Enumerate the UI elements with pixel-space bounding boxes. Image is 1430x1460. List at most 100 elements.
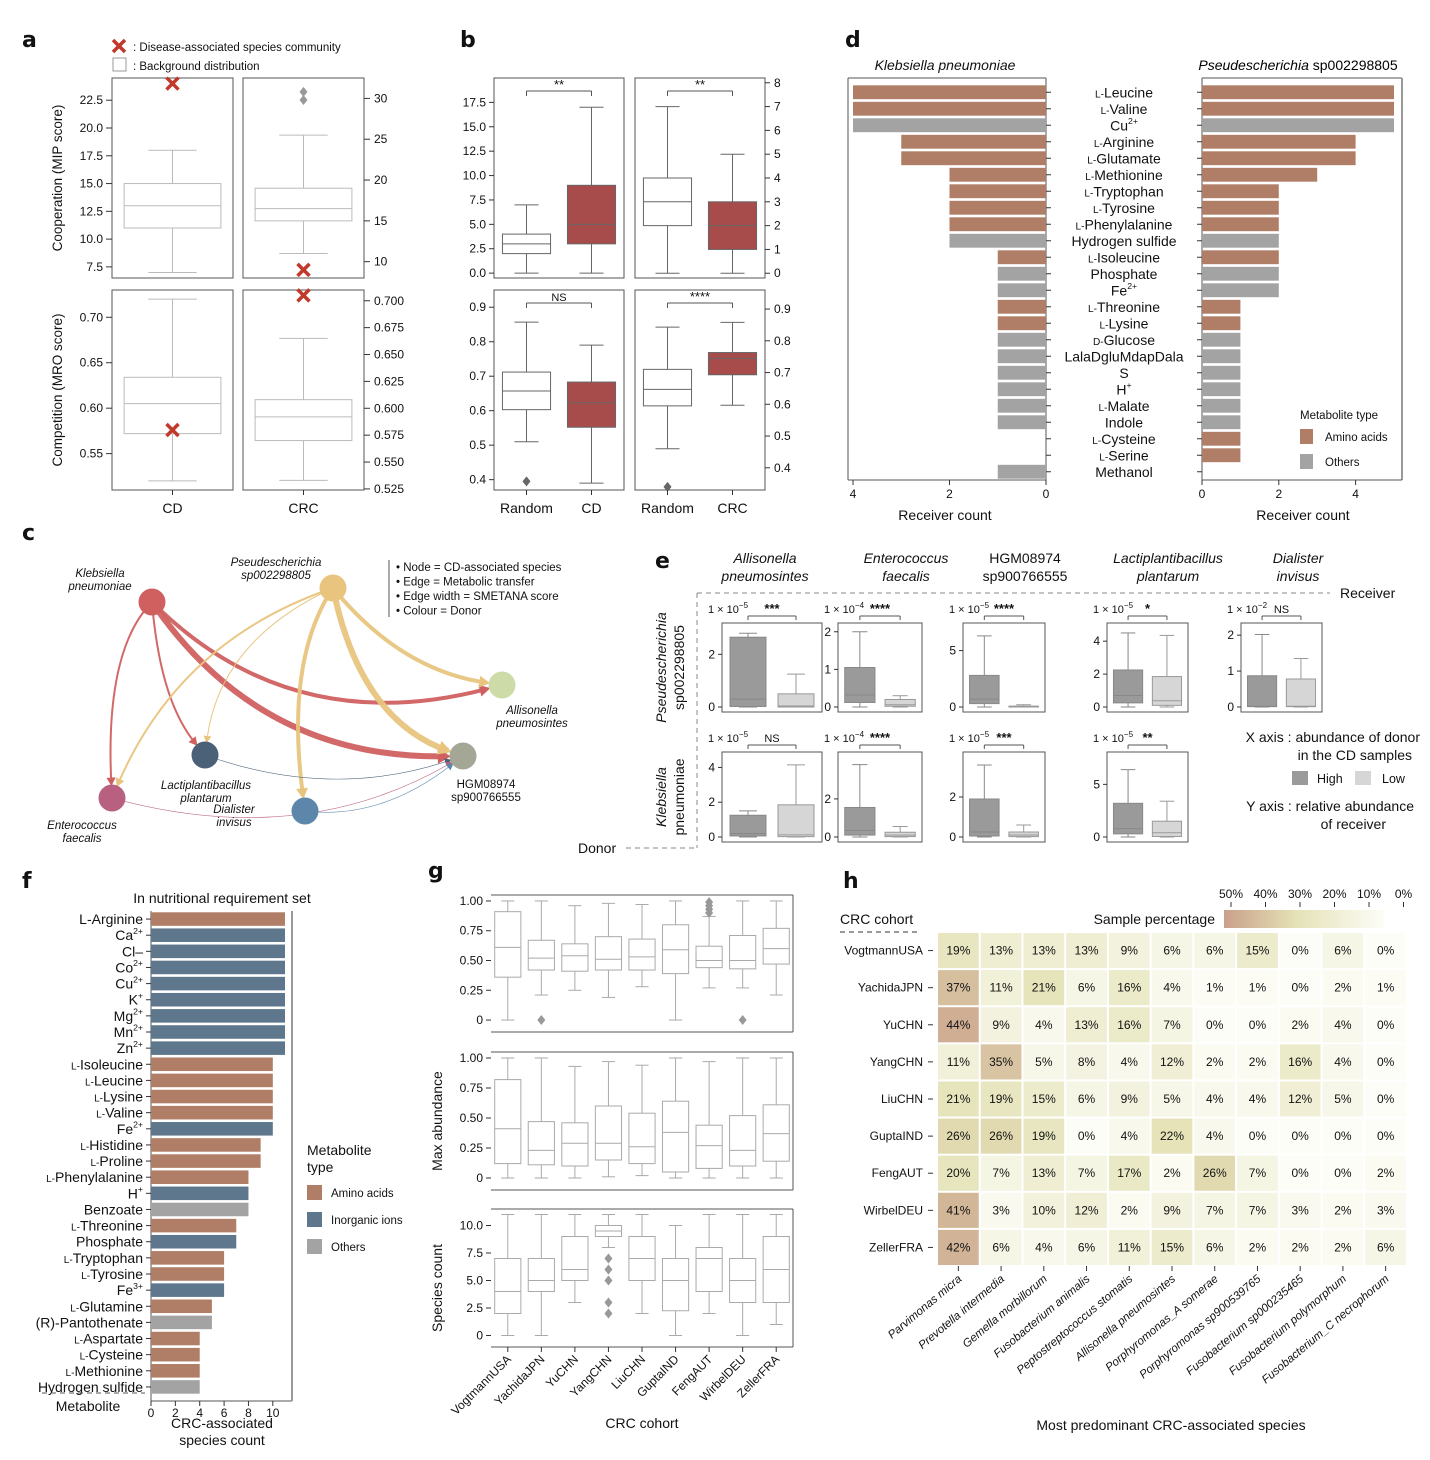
y-tick-label-right: 15 [374,214,388,228]
bar-right-serine [1202,448,1241,463]
legend-swatch-ions [307,1212,322,1227]
heatmap-cell-value: 7% [992,1166,1010,1180]
heatmap-row-label: FengAUT [872,1166,924,1180]
bar-right-h [1202,382,1241,397]
legend-label-disease: : Disease-associated species community [133,42,341,54]
heatmap-cell [938,1044,979,1080]
network-edge [109,601,153,783]
significance-label: **** [870,601,891,616]
edge-arrowhead [296,787,308,800]
scale-factor-label: 1 × 10−5 [949,730,990,745]
y-tick-label-right: 0.550 [374,455,404,469]
metabolite-label: L-Tyrosine [1093,200,1155,216]
heatmap-cell-value: 0% [1292,944,1310,958]
y-tick-label: 7.5 [469,193,486,207]
y-tick-label: 0 [476,1171,483,1185]
bar-right-hydrogen-sulfide [1202,233,1279,248]
receiver-name: pneumosintes [720,568,808,584]
heatmap-cell-value: 0% [1249,1129,1267,1143]
box-guptaind-box [661,924,690,975]
heatmap-cell [1194,1044,1236,1080]
y-tick-label: 2.5 [466,1301,483,1315]
heatmap-cell-value: 0% [1206,1018,1224,1032]
heatmap-cell-value: 4% [1206,1092,1224,1106]
metabolite-label: L-Isoleucine [1088,249,1160,265]
box-yangchn-outlier [604,1253,613,1264]
metabolite-label: L-Tryptophan [64,1250,143,1266]
box-low-box [884,698,916,707]
bar-left-cu [853,118,1046,133]
receiver-label: Receiver [1340,585,1396,601]
metabolite-label: L-Tyrosine [81,1266,143,1282]
metabolite-label: L-Threonine [1088,299,1160,315]
heatmap-cell-value: 16% [1117,981,1141,995]
bar-glutamine [151,1299,212,1314]
bar-left-leucine [853,85,1046,100]
metabolite-label: L-Aspartate [74,1331,143,1347]
panel-letter-h: h [843,869,859,894]
box-high-box [969,798,1000,837]
significance-label: ** [1142,730,1153,745]
heatmap-row-label: YuCHN [883,1018,923,1032]
bar-aspartate [151,1331,200,1346]
heatmap-cell [938,1081,979,1117]
y-tick-label: 0 [949,700,956,714]
box-wirbeldeu-box [729,934,757,970]
panel-letter-g: g [428,859,444,884]
heatmap-cell-value: 6% [1206,1240,1224,1254]
bar-left-lysine [997,316,1046,331]
box-guptaind-box [661,1100,690,1173]
network-edge [206,587,334,740]
legend-title: Metabolite [307,1142,372,1158]
box-high-box [729,636,767,707]
heatmap-cell-value: 2% [1334,1240,1352,1254]
scale-factor-label: 1 × 10−5 [1093,730,1134,745]
box-yachidajpn-box [527,1258,555,1292]
heatmap-cell [1151,1192,1193,1228]
y-tick-label: 2 [708,647,715,661]
heatmap-cell-value: 4% [1163,981,1181,995]
donor-name: Klebsiella [653,767,669,827]
y-tick-label-right: 10 [374,255,388,269]
box-vogtmannusa-box [494,911,522,978]
y-tick-label-right: 0.8 [774,334,791,348]
heatmap-cell [980,1118,1022,1154]
heatmap-cell [1365,1007,1406,1043]
panel-letter-f: f [22,869,32,894]
bar-benzoate [151,1202,249,1217]
node-label: pneumosintes [495,718,568,730]
y-tick-label-right: 3 [774,195,781,209]
heatmap-cell [1108,970,1150,1006]
heatmap-cell-value: 0% [1078,1129,1096,1143]
heatmap-row-label: ZellerFRA [869,1240,923,1254]
metabolite-label: K+ [129,990,143,1007]
heatmap-row-label: YachidaJPN [858,981,923,995]
subplot-frame [962,622,1046,713]
y-tick-label: 10.0 [463,169,487,183]
legend-label: Others [331,1242,366,1254]
significance-label: * [1145,601,1151,616]
legend-label: Amino acids [331,1188,394,1200]
heatmap-cell [1237,1081,1278,1117]
heatmap-cell-value: 44% [946,1018,970,1032]
heatmap-cell-value: 26% [1203,1166,1227,1180]
edge-arrowhead [203,735,212,744]
heatmap-row-label: GuptaIND [870,1129,924,1143]
network-legend-item: • Edge width = SMETANA score [396,591,559,603]
bar-cu [151,976,285,991]
metabolite-label: L-Proline [90,1153,143,1169]
network-node-hg [449,742,477,770]
box-yachidajpn-box [527,1121,555,1166]
heatmap-cell-value: 2% [1377,1166,1395,1180]
heatmap-cell [1322,1229,1364,1265]
y-tick-label-right: 7 [774,100,781,114]
y-tick-label-right: 0.675 [374,321,404,335]
x-tick-label: 10 [266,1406,280,1420]
box-fengaut-outlier [705,897,714,908]
heatmap-cell [1322,933,1364,969]
y-tick-label-right: 0.650 [374,348,404,362]
heatmap-cell-value: 1% [1206,981,1224,995]
significance-label: *** [996,730,1012,745]
panel-letter-e: e [655,549,670,574]
